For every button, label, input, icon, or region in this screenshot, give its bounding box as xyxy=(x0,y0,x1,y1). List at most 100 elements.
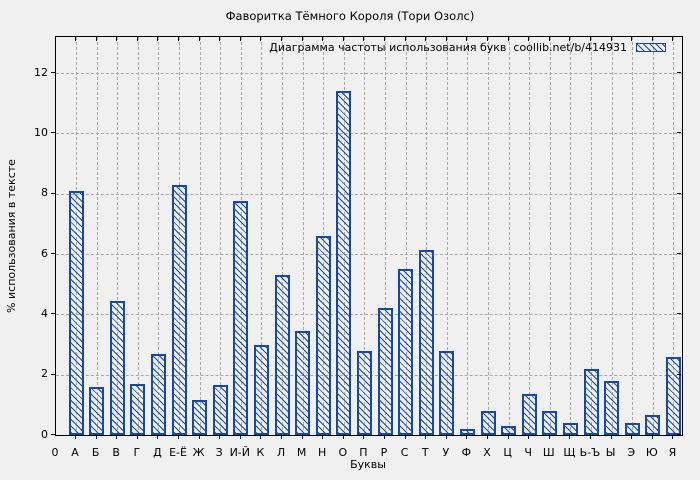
x-tick-mark xyxy=(548,37,550,41)
legend-swatch-hatch-icon xyxy=(636,42,666,52)
x-tick-mark xyxy=(404,435,406,439)
x-tick-mark xyxy=(425,37,427,41)
x-gridline xyxy=(529,37,531,435)
x-gridline xyxy=(199,37,201,435)
x-tick-mark xyxy=(590,37,591,41)
x-tick-label: З xyxy=(215,446,223,459)
bar-В xyxy=(109,300,125,435)
x-tick-mark xyxy=(239,37,241,41)
x-tick-label: А xyxy=(71,446,79,459)
x-tick-mark xyxy=(342,37,344,41)
x-tick-label: Ь-Ъ xyxy=(579,446,601,459)
x-tick-mark xyxy=(136,435,138,439)
x-tick-mark xyxy=(487,37,488,41)
x-tick-label: Л xyxy=(276,446,286,459)
x-tick-mark xyxy=(198,37,200,41)
bar-Ш xyxy=(542,410,558,435)
x-tick-mark xyxy=(363,435,365,439)
x-tick-mark xyxy=(507,435,509,439)
x-tick-mark xyxy=(116,435,118,439)
bar-Ф xyxy=(459,428,475,435)
x-tick-label: Х xyxy=(483,446,491,459)
x-tick-mark xyxy=(219,37,221,41)
x-origin-label: 0 xyxy=(51,446,59,459)
x-tick-mark xyxy=(610,37,612,41)
y-tick-mark xyxy=(677,192,681,194)
x-tick-mark xyxy=(75,435,76,439)
bar-П xyxy=(356,350,372,435)
x-tick-mark xyxy=(260,435,262,439)
x-tick-mark xyxy=(301,37,303,41)
legend-label: Диаграмма частоты использования букв coo… xyxy=(269,40,627,54)
bar-Э xyxy=(624,422,640,435)
y-tick-label: 12 xyxy=(34,65,48,79)
x-tick-label: Н xyxy=(318,446,327,459)
bar-Б xyxy=(89,386,105,435)
bar-Р xyxy=(377,308,393,435)
bar-М xyxy=(295,330,311,435)
x-tick-label: Д xyxy=(153,446,162,459)
x-tick-mark xyxy=(631,37,633,41)
x-tick-mark xyxy=(239,435,241,439)
bar-З xyxy=(212,385,228,435)
x-tick-label: М xyxy=(296,446,307,459)
x-tick-mark xyxy=(672,435,674,439)
bar-Ж xyxy=(192,400,208,435)
x-tick-mark xyxy=(363,37,365,41)
chart-title: Фаворитка Тёмного Короля (Тори Озолс) xyxy=(225,9,475,23)
x-tick-label: О xyxy=(338,446,348,459)
bar-С xyxy=(398,269,414,435)
x-tick-mark xyxy=(528,435,530,439)
bar-Е-Ё xyxy=(171,184,187,435)
x-tick-label: В xyxy=(112,446,120,459)
y-tick-mark xyxy=(51,192,55,194)
y-tick-label: 10 xyxy=(34,125,48,139)
y-tick-mark xyxy=(677,313,681,315)
x-gridline xyxy=(385,37,386,435)
x-gridline xyxy=(426,37,428,435)
bar-Х xyxy=(480,410,496,435)
x-tick-label: С xyxy=(400,446,409,459)
x-tick-label: Е-Ё xyxy=(169,446,187,459)
y-tick-mark xyxy=(51,253,55,255)
x-gridline xyxy=(446,37,448,435)
x-tick-mark xyxy=(178,435,179,439)
y-tick-label: 0 xyxy=(41,427,48,441)
y-tick-mark xyxy=(677,253,681,255)
x-tick-label: Ы xyxy=(605,446,616,459)
x-gridline xyxy=(632,37,634,435)
bar-Ы xyxy=(604,380,620,435)
bar-Т xyxy=(418,249,434,435)
x-tick-mark xyxy=(466,37,468,41)
x-tick-label: Г xyxy=(133,446,141,459)
x-tick-mark xyxy=(75,37,76,41)
x-tick-mark xyxy=(384,435,385,439)
x-gridline xyxy=(508,37,510,435)
x-gridline xyxy=(591,37,592,435)
x-tick-mark xyxy=(136,37,138,41)
bar-Г xyxy=(130,383,146,435)
x-tick-mark xyxy=(425,435,427,439)
bar-Ю xyxy=(645,415,661,435)
x-tick-mark xyxy=(445,435,447,439)
x-gridline xyxy=(405,37,407,435)
x-tick-label: Б xyxy=(91,446,100,459)
y-tick-mark xyxy=(51,132,55,134)
x-tick-mark xyxy=(651,435,653,439)
bar-Н xyxy=(315,236,331,435)
x-tick-label: Ю xyxy=(645,446,658,459)
bar-И-Й xyxy=(233,201,249,435)
x-tick-mark xyxy=(651,37,653,41)
y-tick-label: 8 xyxy=(41,186,48,200)
x-tick-mark xyxy=(260,37,262,41)
x-tick-mark xyxy=(384,37,385,41)
x-tick-mark xyxy=(322,435,324,439)
x-tick-mark xyxy=(610,435,612,439)
x-tick-mark xyxy=(198,435,200,439)
x-gridline xyxy=(261,37,263,435)
y-gridline xyxy=(56,73,682,75)
x-tick-mark xyxy=(404,37,406,41)
x-tick-mark xyxy=(487,435,488,439)
x-tick-mark xyxy=(301,435,303,439)
y-tick-label: 4 xyxy=(41,306,48,320)
